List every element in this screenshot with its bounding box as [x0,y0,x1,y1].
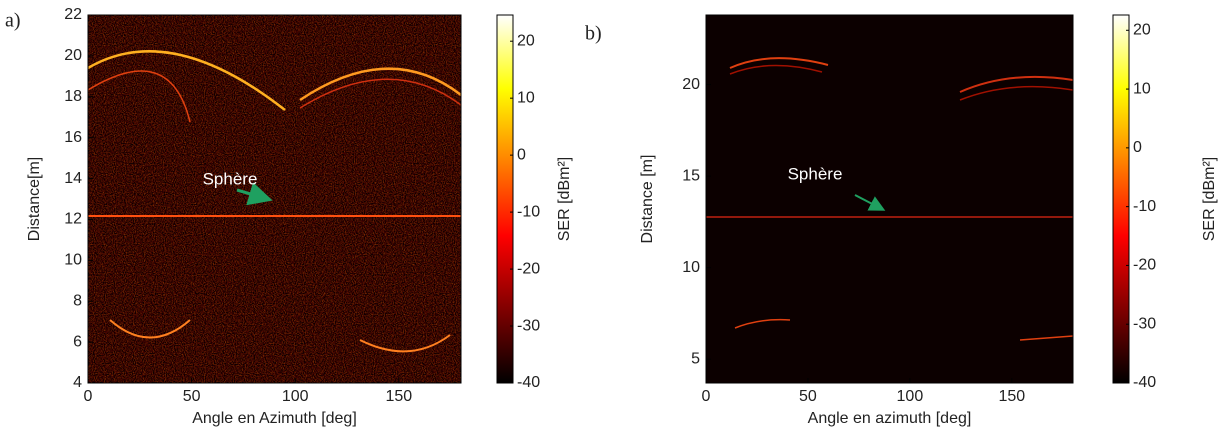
colorbar-tick-label: 0 [1133,139,1142,156]
x-tick-label: 100 [897,388,924,405]
y-tick-label: 20 [682,76,700,93]
colorbar-tick-label: -10 [517,203,540,220]
y-tick-label: 14 [64,170,82,187]
y-tick-label: 18 [64,88,82,105]
x-tick-label: 100 [282,388,309,405]
y-tick-label: 8 [73,292,82,309]
colorbar-tick-label: -10 [1133,198,1156,215]
x-tick-label: 50 [183,388,201,405]
x-tick-label: 0 [702,388,711,405]
x-tick-label: 50 [799,388,817,405]
colorbar-label: SER [dBm²] [556,157,573,241]
arrow [236,182,273,206]
colorbar-tick-label: -40 [1133,374,1156,391]
colorbar-tick-label: 20 [517,32,535,49]
colorbar-tick-label: -20 [1133,257,1156,274]
y-tick-label: 20 [64,47,82,64]
heatmap-image [88,15,461,383]
heatmap-image [706,15,1073,383]
colorbar [1112,14,1130,384]
y-tick-label: 16 [64,129,82,146]
colorbar-label: SER [dBm²] [1201,157,1218,241]
x-axis-label: Angle en Azimuth [deg] [192,410,357,427]
y-axis-label: Distance [m] [639,155,656,244]
colorbar [496,14,514,384]
plot-frame [87,14,462,384]
x-axis-label: Angle en azimuth [deg] [808,410,972,427]
colorbar-tick-label: -20 [517,260,540,277]
annotation: Sphère [788,164,843,183]
colorbar-tick-label: -40 [517,374,540,391]
y-tick-label: 15 [682,167,700,184]
colorbar-tick-label: 20 [1133,22,1151,39]
y-tick-label: 12 [64,211,82,228]
y-tick-label: 10 [64,252,82,269]
colorbar-tick-label: -30 [517,317,540,334]
arrow [854,194,886,211]
panel-label: b) [585,23,602,45]
colorbar-tick-label: 10 [517,89,535,106]
x-tick-label: 150 [998,388,1025,405]
colorbar-tick-label: 10 [1133,80,1151,97]
annotation: Sphère [203,169,258,188]
y-tick-label: 22 [64,6,82,23]
colorbar-tick-label: 0 [517,146,526,163]
x-tick-label: 150 [385,388,412,405]
panel-label: a) [5,10,21,32]
colorbar-tick-label: -30 [1133,315,1156,332]
y-tick-label: 10 [682,259,700,276]
x-tick-label: 0 [84,388,93,405]
y-tick-label: 4 [73,374,82,391]
y-axis-label: Distance[m] [26,157,43,241]
y-tick-label: 6 [73,333,82,350]
y-tick-label: 5 [691,350,700,367]
plot-frame [705,14,1074,384]
